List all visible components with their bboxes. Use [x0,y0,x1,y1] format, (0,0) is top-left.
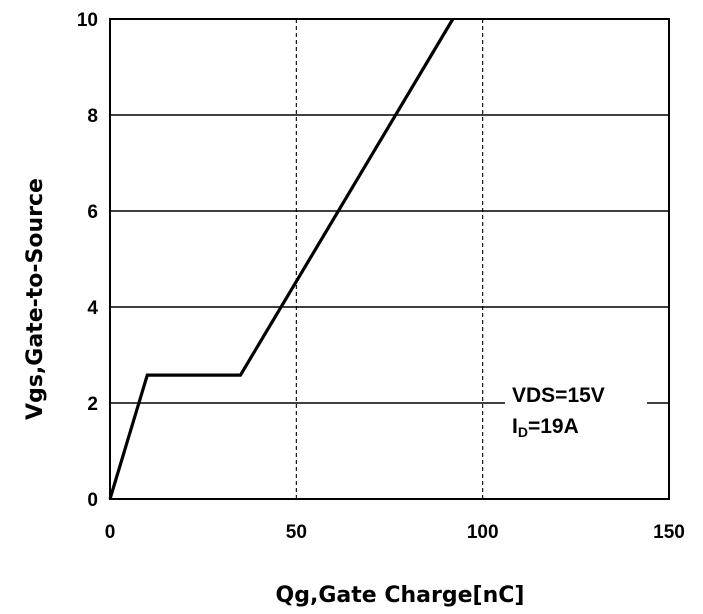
series-line-0 [108,18,455,500]
annotation-background [505,376,647,446]
tick-labels: 0 50 100 150 0 2 4 6 8 10 [77,10,685,543]
annotation-id: ID=19A [512,415,579,440]
y-tick-label-2: 2 [87,394,98,415]
plot-frame [109,18,670,500]
x-tick-label-50: 50 [286,522,307,543]
series-layer [108,18,455,500]
x-tick-label-150: 150 [653,522,685,543]
x-axis-title: Qg,Gate Charge[nC] [276,583,525,608]
y-tick-label-8: 8 [87,106,98,127]
x-tick-label-100: 100 [467,522,499,543]
y-tick-label-0: 0 [87,490,98,511]
y-axis-title: Vgs,Gate-to-Source [23,178,48,420]
y-tick-label-10: 10 [77,10,98,31]
annotation-id-subscript: D [518,424,528,440]
y-tick-label-6: 6 [87,202,98,223]
annotation-vds: VDS=15V [512,384,605,407]
x-tick-label-0: 0 [105,522,116,543]
y-tick-label-4: 4 [87,298,98,319]
annotation-id-value: =19A [528,415,579,438]
annotation-id-main: I [512,415,518,438]
